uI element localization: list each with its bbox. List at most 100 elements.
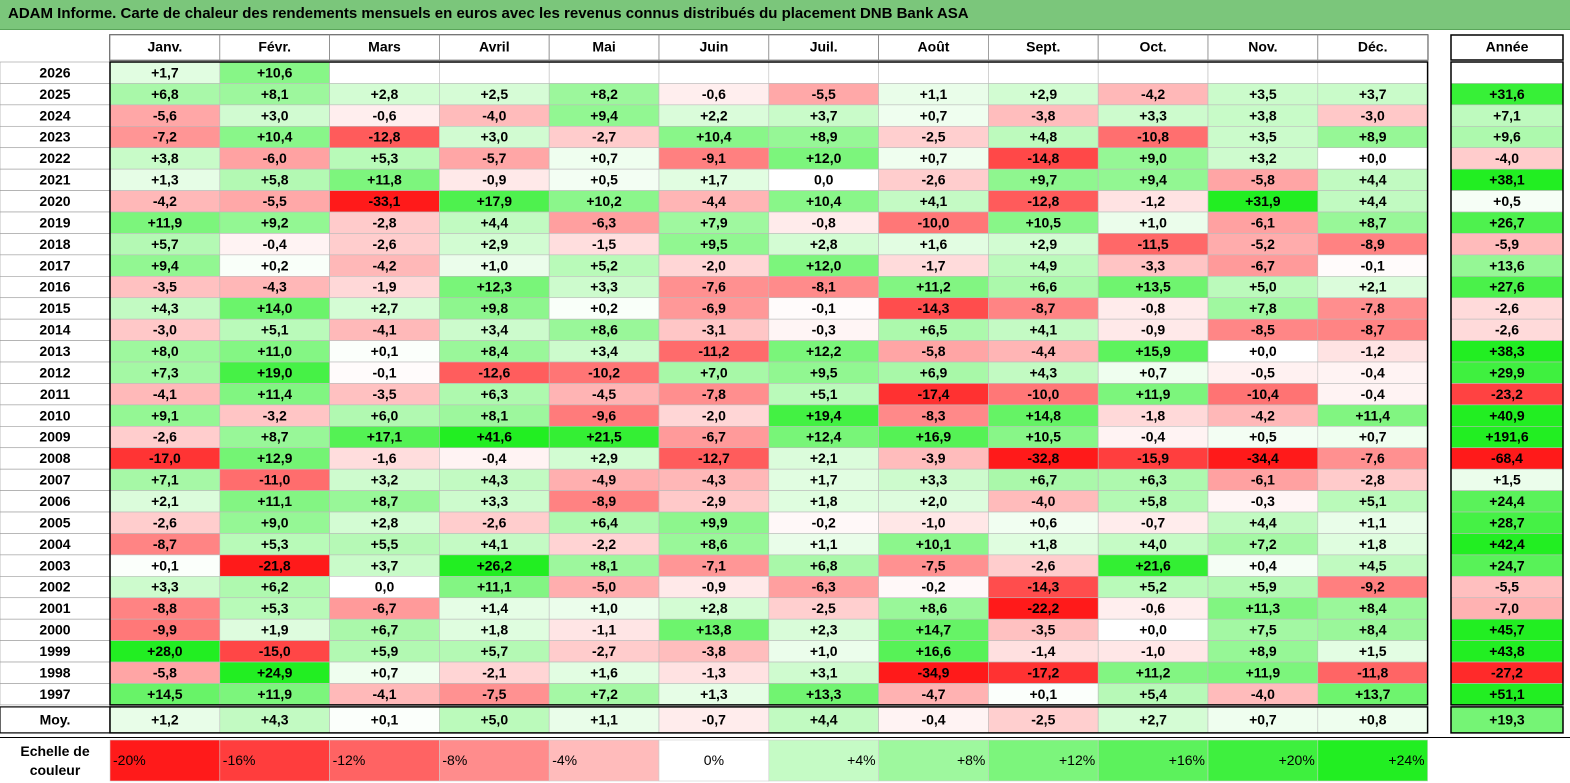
heatmap-cell-value: +7,1 — [151, 472, 179, 488]
heatmap-cell-value: +1,8 — [1029, 536, 1057, 552]
color-scale-swatch — [109, 739, 221, 782]
heatmap-cell-value: +9,8 — [480, 300, 508, 316]
color-scale-label: -8% — [442, 752, 467, 768]
heatmap-cell-value: -1,5 — [592, 236, 616, 252]
heatmap-cell-value: +1,0 — [1139, 214, 1167, 230]
annual-cell-value: -5,9 — [1495, 236, 1519, 252]
heatmap-cell-value: +1,0 — [590, 600, 618, 616]
heatmap-cell-value: +8,6 — [700, 536, 728, 552]
heatmap-cell-value: +8,1 — [480, 407, 508, 423]
heatmap-cell-value: +15,9 — [1135, 343, 1171, 359]
heatmap-cell-value: +3,3 — [920, 472, 948, 488]
heatmap-cell-value: +11,1 — [257, 493, 292, 509]
heatmap-cell-value: -2,6 — [153, 429, 177, 445]
heatmap-cell-value: +4,4 — [1359, 172, 1387, 188]
heatmap-cell-value: -4,1 — [153, 386, 177, 402]
heatmap-cell-value: -3,0 — [1361, 107, 1385, 123]
color-scale-label: -20% — [113, 752, 146, 768]
annual-cell-value: +191,6 — [1485, 429, 1528, 445]
heatmap-cell-value: -3,5 — [1031, 622, 1055, 638]
heatmap-cell-value: -9,1 — [702, 150, 726, 166]
heatmap-cell-value: +0,5 — [1249, 429, 1277, 445]
heatmap-cell-value: -6,7 — [372, 600, 396, 616]
heatmap-cell-value: -6,3 — [812, 579, 836, 595]
heatmap-cell-value: -3,5 — [153, 279, 177, 295]
heatmap-cell-value: +0,7 — [590, 150, 618, 166]
heatmap-cell-value: -10,8 — [1137, 129, 1169, 145]
heatmap-cell-value: +11,4 — [1355, 407, 1390, 423]
heatmap-cell-value: -15,0 — [259, 643, 291, 659]
heatmap-cell — [439, 61, 550, 84]
heatmap-cell — [878, 61, 989, 84]
heatmap-cell-value: -7,2 — [153, 129, 177, 145]
heatmap-cell — [768, 61, 879, 84]
heatmap-cell-value: -4,0 — [482, 107, 506, 123]
month-header-label: Janv. — [148, 39, 183, 55]
heatmap-cell-value: +11,9 — [1246, 664, 1281, 680]
heatmap-cell-value: +13,3 — [806, 686, 842, 702]
heatmap-cell-value: -11,8 — [1357, 664, 1388, 680]
heatmap-cell-value: +0,4 — [1249, 557, 1277, 573]
average-annual-value: +19,3 — [1489, 712, 1525, 728]
heatmap-cell-value: -8,3 — [921, 407, 945, 423]
heatmap-cell-value: +2,3 — [810, 622, 838, 638]
heatmap-cell-value: -1,1 — [592, 622, 616, 638]
heatmap-cell-value: +5,0 — [1249, 279, 1277, 295]
heatmap-cell-value: -1,7 — [921, 257, 945, 273]
heatmap-cell-value: -2,6 — [1031, 557, 1055, 573]
heatmap-cell-value: -8,7 — [1031, 300, 1055, 316]
average-cell — [548, 706, 660, 734]
heatmap-cell-value: +1,0 — [810, 643, 838, 659]
average-cell-value: +0,1 — [371, 712, 399, 728]
heatmap-cell-value: -2,6 — [482, 514, 506, 530]
heatmap-cell-value: +1,4 — [480, 600, 508, 616]
heatmap-cell-value: +9,5 — [700, 236, 728, 252]
heatmap-cell-value: +2,2 — [700, 107, 728, 123]
heatmap-cell-value: +0,2 — [261, 257, 289, 273]
heatmap-cell-value: -2,8 — [1361, 472, 1385, 488]
heatmap-cell-value: -2,9 — [702, 493, 726, 509]
heatmap-cell-value: -5,5 — [263, 193, 287, 209]
heatmap-cell-value: +1,8 — [1359, 536, 1387, 552]
heatmap-cell-value: -11,5 — [1138, 236, 1169, 252]
heatmap-cell-value: +2,7 — [371, 300, 399, 316]
heatmap-cell-value: +5,9 — [1249, 579, 1277, 595]
heatmap-cell-value: +2,9 — [590, 450, 618, 466]
heatmap-cell-value: -12,6 — [478, 364, 510, 380]
heatmap-cell-value: +1,7 — [810, 472, 838, 488]
heatmap-cell-value: -4,1 — [372, 322, 396, 338]
heatmap-cell-value: -4,0 — [1031, 493, 1055, 509]
year-label: 2016 — [39, 279, 70, 295]
color-scale-label: +12% — [1059, 752, 1095, 768]
heatmap-cell-value: +0,7 — [920, 107, 948, 123]
heatmap-cell-value: +12,2 — [806, 343, 842, 359]
heatmap-cell-value: +10,5 — [1026, 214, 1062, 230]
heatmap-cell-value: -5,8 — [921, 343, 945, 359]
heatmap-cell-value: +3,3 — [590, 279, 618, 295]
average-cell — [109, 706, 221, 734]
heatmap-cell-value: -0,6 — [702, 86, 726, 102]
heatmap-cell-value: -8,8 — [153, 600, 177, 616]
annual-header-cell — [1450, 34, 1564, 61]
heatmap-cell-value: +3,5 — [1249, 86, 1277, 102]
heatmap-cell-value: -4,2 — [153, 193, 177, 209]
heatmap-cell-value: +6,4 — [590, 514, 618, 530]
year-label: 2009 — [39, 429, 70, 445]
year-label: 2011 — [40, 386, 71, 402]
month-header-cell — [109, 34, 221, 61]
heatmap-cell-value: +1,7 — [700, 172, 728, 188]
color-scale-label: +24% — [1388, 752, 1424, 768]
annual-cell-value: -4,0 — [1495, 150, 1519, 166]
annual-cell-value: +28,7 — [1489, 514, 1525, 530]
heatmap-cell-value: +12,0 — [806, 257, 842, 273]
annual-cell-value: +29,9 — [1489, 364, 1525, 380]
year-label: 2000 — [39, 622, 70, 638]
year-label: 2013 — [39, 343, 70, 359]
heatmap-cell-value: -9,9 — [153, 622, 177, 638]
heatmap-cell-value: +17,1 — [367, 429, 403, 445]
heatmap-cell-value: +3,2 — [1249, 150, 1277, 166]
heatmap-cell-value: +0,1 — [151, 557, 179, 573]
heatmap-cell-value: +2,8 — [810, 236, 838, 252]
month-header-label: Oct. — [1139, 39, 1166, 55]
